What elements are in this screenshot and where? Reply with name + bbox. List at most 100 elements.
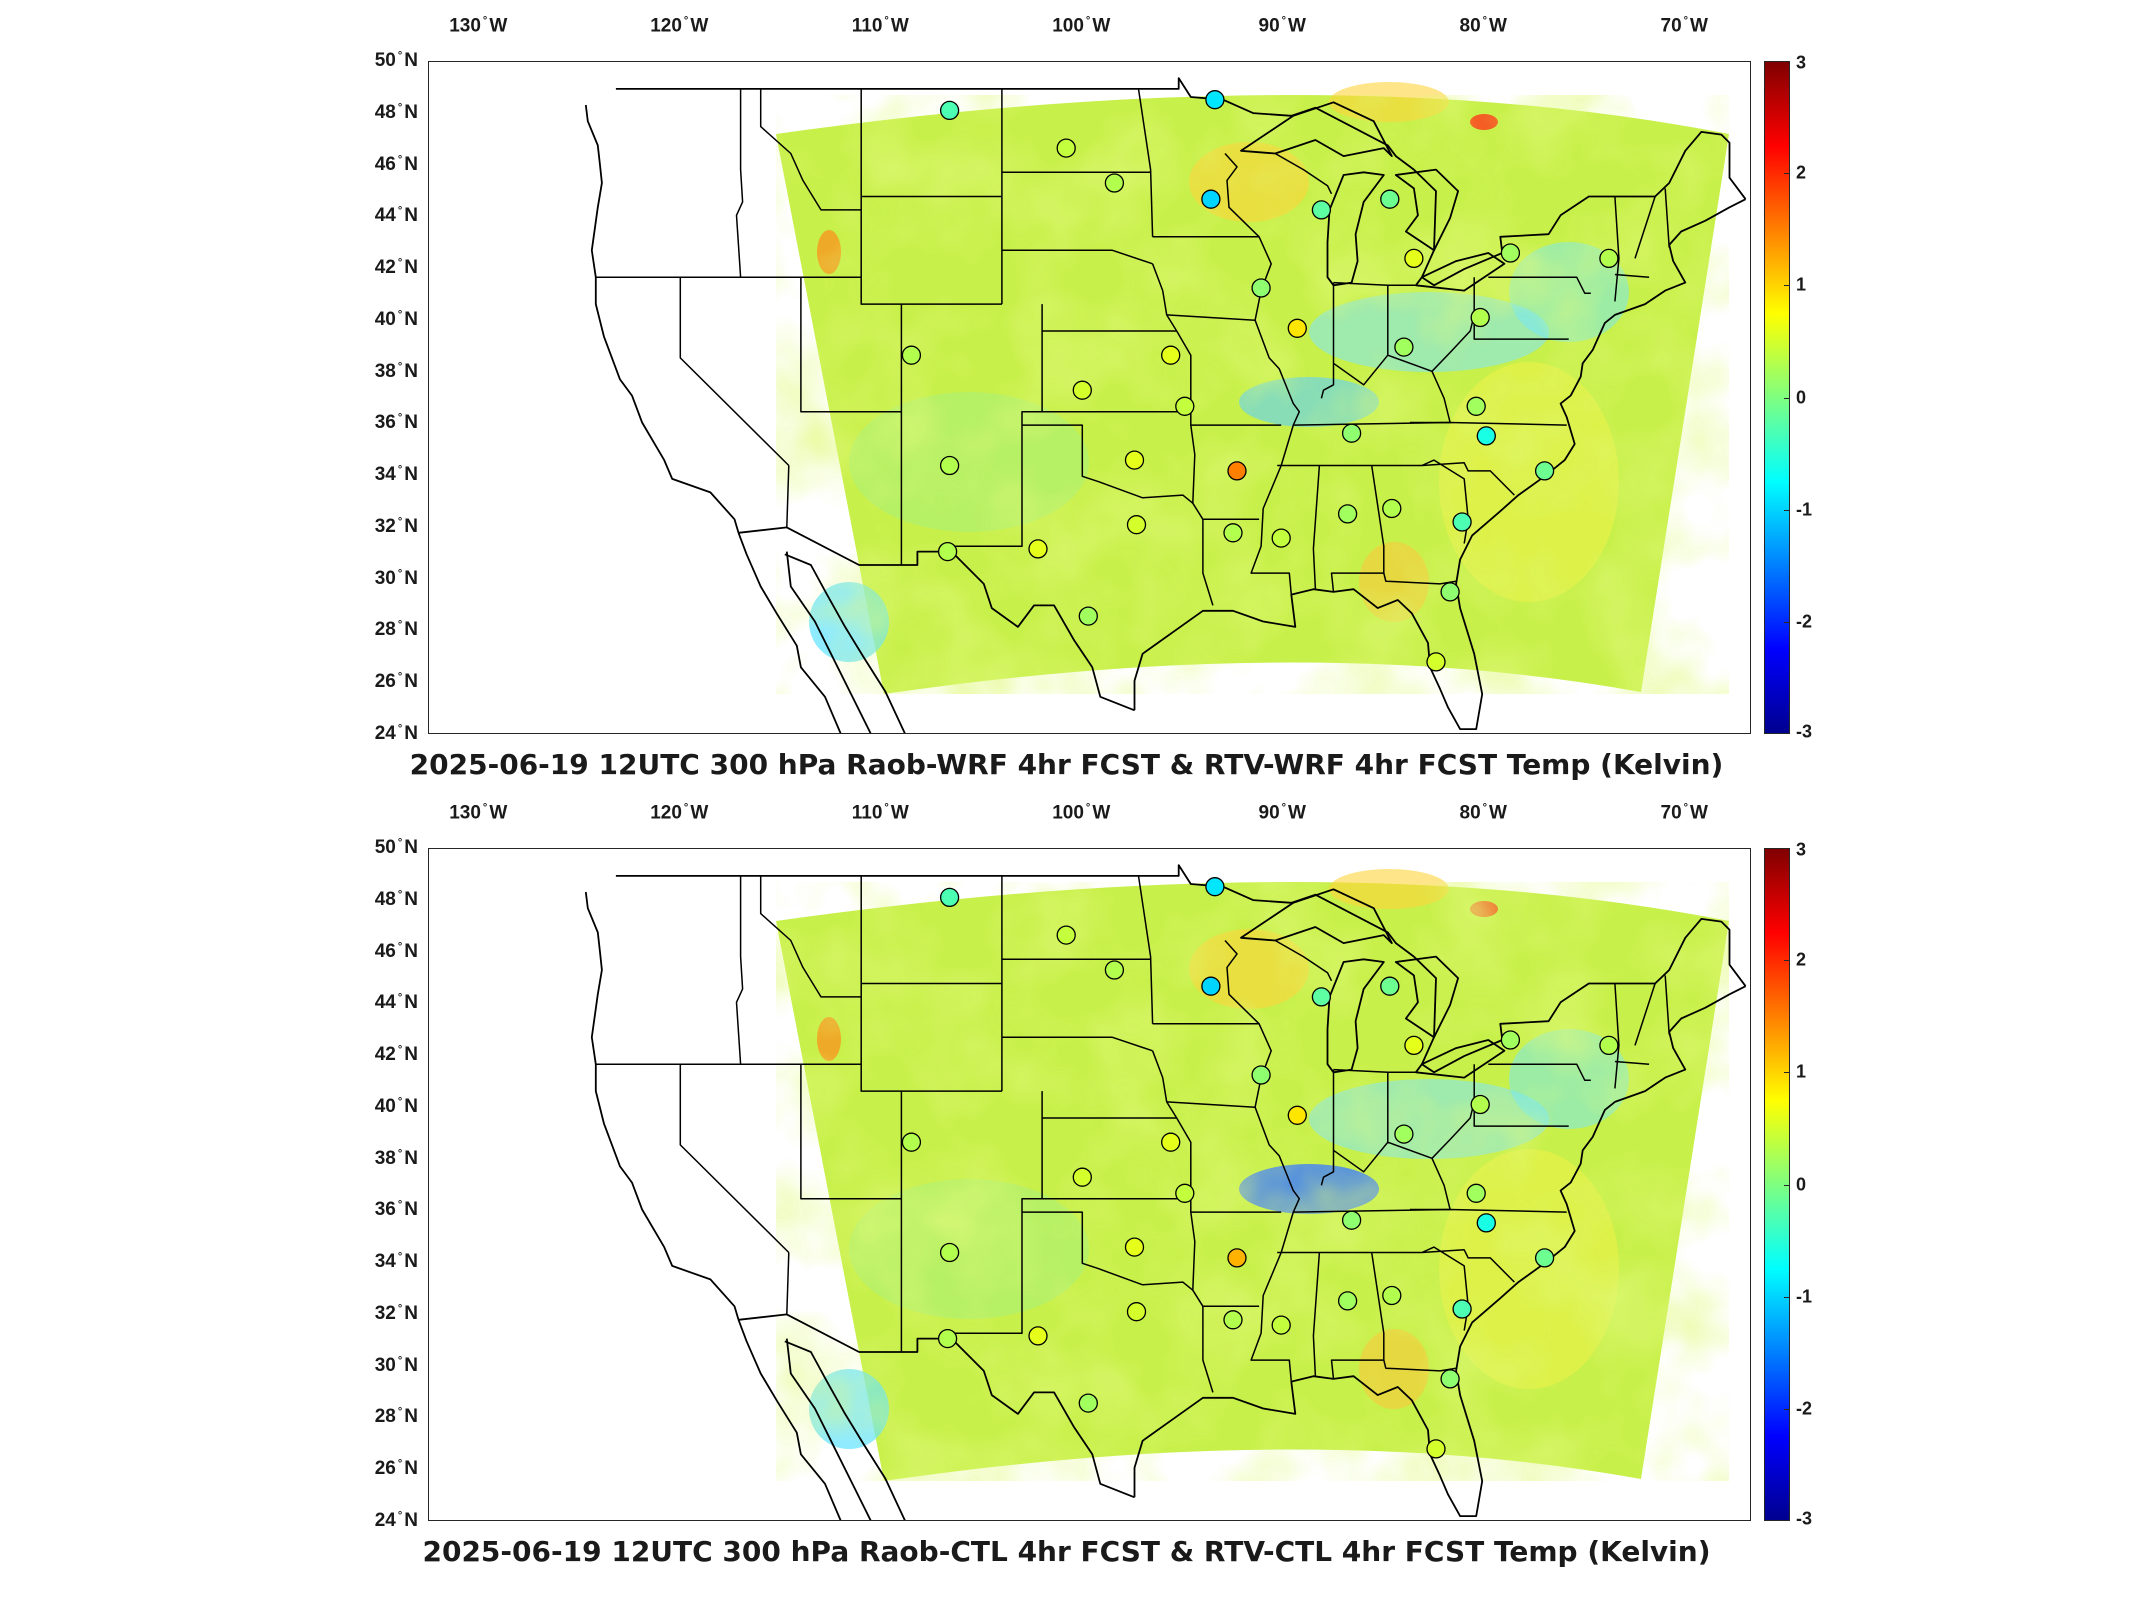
state-border xyxy=(1274,152,1333,195)
lat-degree: 44 xyxy=(374,205,396,227)
state-border xyxy=(786,1252,790,1315)
state-border xyxy=(679,277,790,467)
degree-symbol: ° xyxy=(1482,802,1488,814)
state-border xyxy=(1274,939,1333,982)
lat-direction: N xyxy=(404,1199,418,1221)
raob-station-marker xyxy=(1287,318,1307,338)
lat-direction: N xyxy=(404,619,418,641)
lat-degree: 44 xyxy=(374,992,396,1014)
degree-symbol: ° xyxy=(683,15,689,27)
raob-station-marker xyxy=(1251,278,1271,298)
lat-direction: N xyxy=(404,1251,418,1273)
degree-symbol: ° xyxy=(397,1458,403,1471)
state-border xyxy=(1022,424,1194,504)
lat-direction: N xyxy=(404,257,418,279)
state-border xyxy=(1614,273,1650,278)
latitude-label: 28 ° N xyxy=(338,1406,418,1428)
degree-symbol: ° xyxy=(397,619,403,632)
longitude-label: 90 ° W xyxy=(1259,15,1306,37)
lat-degree: 28 xyxy=(374,619,396,641)
colorbar-tick-label: 2 xyxy=(1796,949,1807,970)
raob-station-marker xyxy=(1452,1299,1472,1319)
state-border xyxy=(1166,314,1256,321)
colorbar-tick-label: -1 xyxy=(1796,1286,1813,1307)
lon-degree: 130 xyxy=(449,15,481,37)
raob-station-marker xyxy=(1500,1030,1521,1050)
colorbar-tick-label: 1 xyxy=(1796,1061,1807,1082)
lat-direction: N xyxy=(404,50,418,72)
map-borders xyxy=(584,864,1747,1520)
state-border xyxy=(1664,188,1670,248)
lat-degree: 26 xyxy=(374,1458,396,1480)
raob-station-marker xyxy=(1161,345,1181,365)
degree-symbol: ° xyxy=(397,1147,403,1160)
lat-direction: N xyxy=(404,1458,418,1480)
state-border xyxy=(1333,354,1451,423)
state-border xyxy=(679,1064,790,1254)
raob-station-marker xyxy=(1404,248,1424,269)
colorbar-tick-mark xyxy=(1784,1296,1790,1298)
latitude-label: 48 ° N xyxy=(338,102,418,124)
raob-station-marker xyxy=(1534,1248,1555,1268)
longitude-label: 80 ° W xyxy=(1460,802,1507,824)
colorbar-tick-label: -3 xyxy=(1796,721,1813,742)
map-borders xyxy=(584,77,1747,733)
raob-station-marker xyxy=(1028,539,1048,559)
lat-direction: N xyxy=(404,837,418,859)
coastline xyxy=(738,1313,1135,1499)
great-lake xyxy=(1240,101,1393,157)
latitude-label: 38 ° N xyxy=(338,360,418,382)
lat-direction: N xyxy=(404,888,418,910)
coastline xyxy=(615,864,1747,1074)
lat-degree: 38 xyxy=(374,1147,396,1169)
lat-degree: 50 xyxy=(374,837,396,859)
state-border xyxy=(735,875,744,1065)
raob-station-marker xyxy=(1227,461,1247,481)
raob-station-marker xyxy=(1205,90,1225,110)
lon-degree: 120 xyxy=(650,802,682,824)
lat-degree: 38 xyxy=(374,360,396,382)
degree-symbol: ° xyxy=(397,153,403,166)
lat-degree: 34 xyxy=(374,1251,396,1273)
raob-station-marker xyxy=(1341,423,1362,443)
latitude-label: 26 ° N xyxy=(338,671,418,693)
latitude-label: 24 ° N xyxy=(338,723,418,745)
latitude-label: 32 ° N xyxy=(338,1303,418,1325)
lon-degree: 130 xyxy=(449,802,481,824)
lon-direction: W xyxy=(1092,15,1111,37)
state-border xyxy=(1473,277,1569,340)
latitude-label: 40 ° N xyxy=(338,309,418,331)
latitude-label: 26 ° N xyxy=(338,1458,418,1480)
degree-symbol: ° xyxy=(1281,15,1287,27)
state-border xyxy=(1431,314,1475,372)
latitude-label: 42 ° N xyxy=(338,257,418,279)
raob-station-marker xyxy=(1161,1132,1181,1152)
raob-station-marker xyxy=(1476,1213,1496,1233)
colorbar-tick-mark xyxy=(1784,509,1790,511)
degree-symbol: ° xyxy=(1683,15,1689,27)
latitude-label: 38 ° N xyxy=(338,1147,418,1169)
lat-direction: N xyxy=(404,516,418,538)
lat-direction: N xyxy=(404,153,418,175)
degree-symbol: ° xyxy=(397,567,403,580)
colorbar-tick-mark xyxy=(1784,960,1790,962)
great-lake xyxy=(1240,888,1393,944)
state-border xyxy=(759,875,862,998)
field-texture xyxy=(776,882,1729,1481)
great-lake xyxy=(1394,955,1459,1039)
coastline xyxy=(615,77,1747,287)
map-frame xyxy=(428,61,1751,734)
raob-station-marker xyxy=(1341,1210,1362,1230)
latitude-label: 46 ° N xyxy=(338,153,418,175)
state-border xyxy=(1320,1069,1335,1186)
lat-degree: 24 xyxy=(374,1510,396,1532)
state-border xyxy=(1488,276,1591,295)
raob-station-marker xyxy=(1028,1326,1048,1346)
longitude-label: 110 ° W xyxy=(852,15,909,37)
degree-symbol: ° xyxy=(397,463,403,476)
state-border xyxy=(786,465,790,528)
raob-station-marker xyxy=(1201,189,1221,209)
state-border xyxy=(1431,1101,1475,1159)
lat-direction: N xyxy=(404,101,418,123)
colorbar-tick-label: -3 xyxy=(1796,1508,1813,1529)
